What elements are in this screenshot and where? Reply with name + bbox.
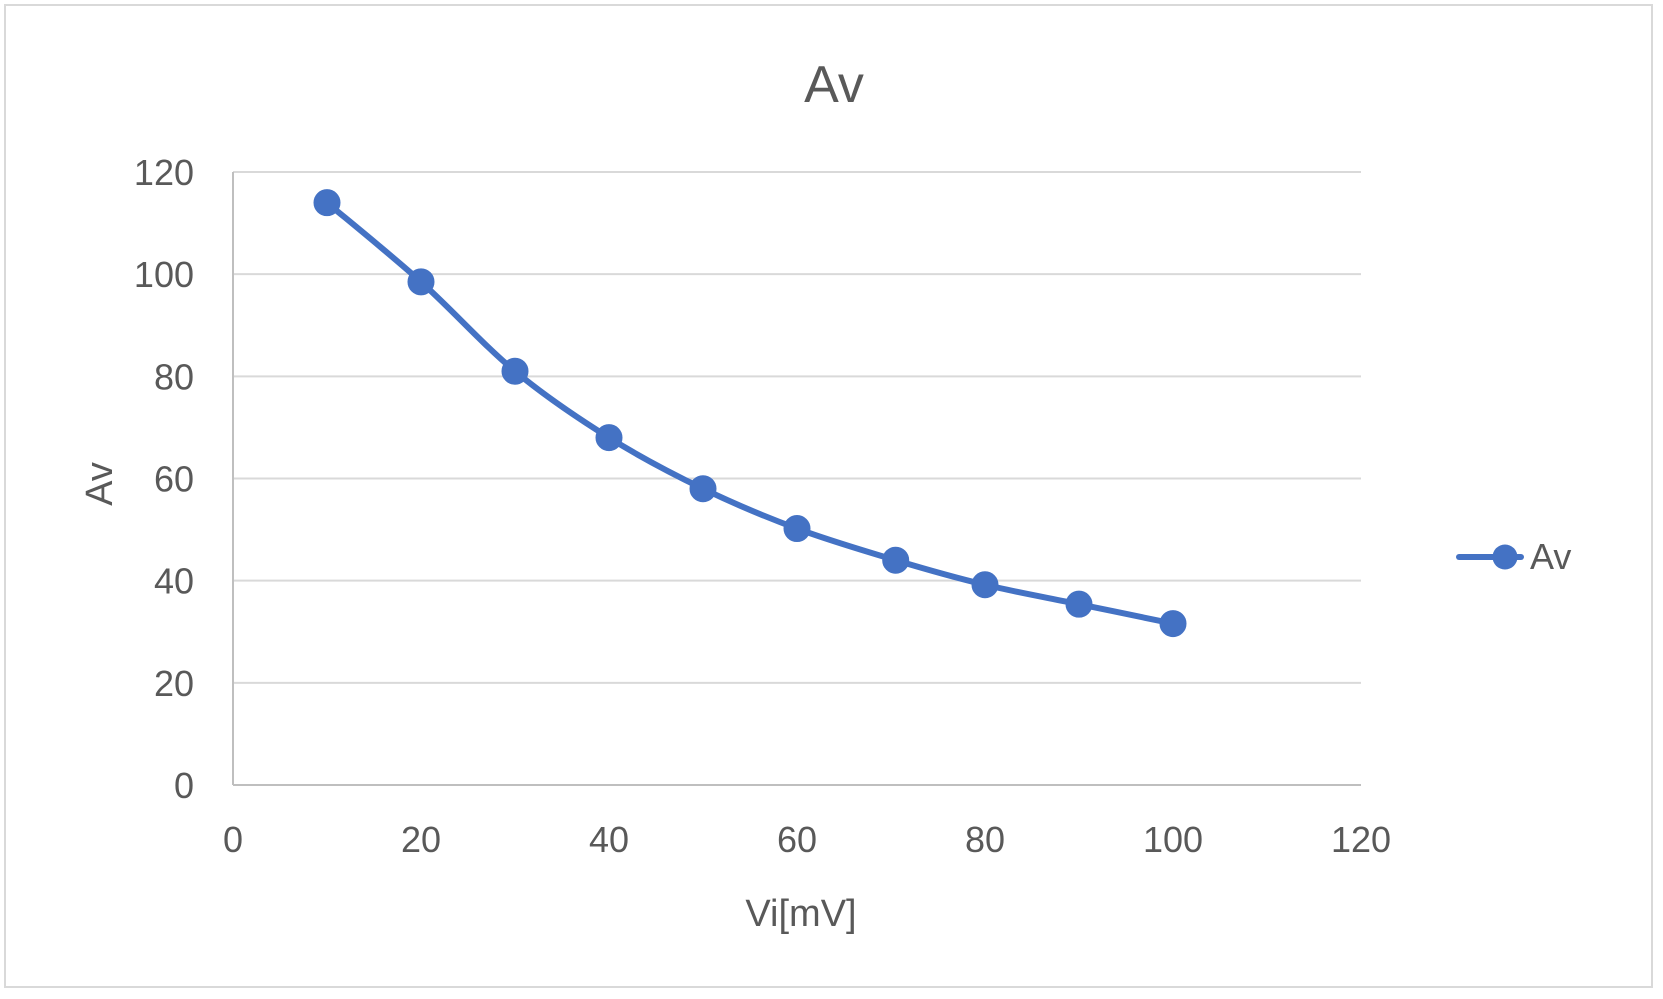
- legend-marker-swatch: [1492, 544, 1518, 570]
- data-point: [313, 189, 341, 217]
- data-point: [407, 268, 435, 296]
- chart-area: Av 0 20 40 60 80 100 120 0 20 40 60 80 100 120 Vi[mV…: [4, 4, 1653, 988]
- chart-svg: Av 0 20 40 60 80 100 120 0 20 40 60 80 100 120 Vi[mV…: [79, 56, 1571, 935]
- y-tick-label: 120: [134, 152, 194, 193]
- legend-label: Av: [1530, 536, 1571, 577]
- y-tick-label: 20: [154, 663, 194, 704]
- y-tick-label: 80: [154, 356, 194, 397]
- data-point: [783, 515, 811, 543]
- y-tick-label: 100: [134, 254, 194, 295]
- series-layer: [313, 189, 1187, 638]
- x-axis-ticks: 0 20 40 60 80 100 120: [223, 819, 1391, 860]
- x-tick-label: 0: [223, 819, 243, 860]
- legend: Av: [1456, 536, 1571, 577]
- data-point: [971, 571, 999, 599]
- data-point: [501, 357, 529, 385]
- x-tick-label: 40: [589, 819, 629, 860]
- y-axis-ticks: 0 20 40 60 80 100 120: [134, 152, 194, 806]
- x-axis-label: Vi[mV]: [745, 893, 856, 935]
- data-point: [1159, 610, 1187, 638]
- y-tick-label: 0: [174, 765, 194, 806]
- data-point: [882, 546, 910, 574]
- y-tick-label: 40: [154, 561, 194, 602]
- y-axis-label: Av: [79, 462, 121, 506]
- chart-title: Av: [804, 56, 864, 114]
- data-point: [689, 475, 717, 503]
- series-line: [324, 199, 1176, 627]
- x-tick-label: 60: [777, 819, 817, 860]
- x-tick-label: 100: [1143, 819, 1203, 860]
- data-point: [1065, 590, 1093, 618]
- x-tick-label: 20: [401, 819, 441, 860]
- x-tick-label: 80: [965, 819, 1005, 860]
- x-tick-label: 120: [1331, 819, 1391, 860]
- data-point: [595, 424, 623, 452]
- y-tick-label: 60: [154, 459, 194, 500]
